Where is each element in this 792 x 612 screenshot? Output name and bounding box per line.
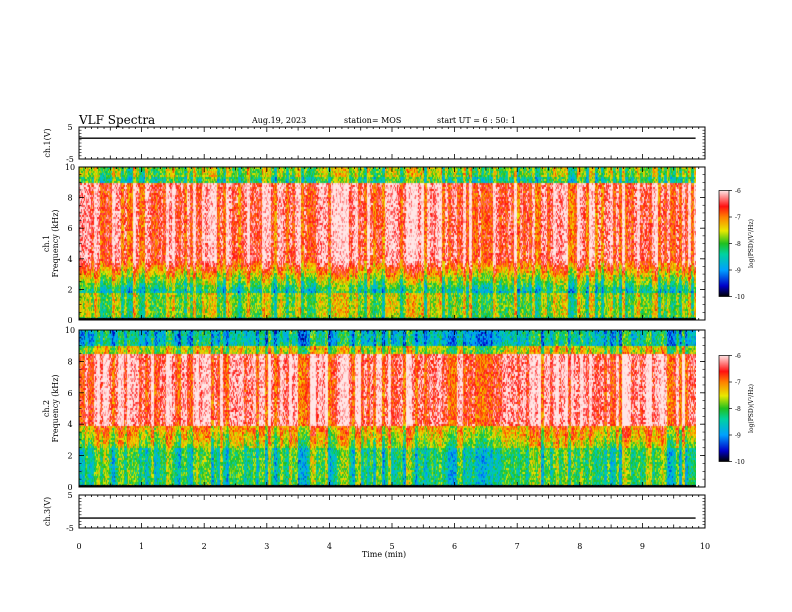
x-tick-label: 8	[577, 542, 582, 551]
y-tick-label: 4	[67, 420, 72, 429]
ylabel-frequency: Frequency (kHz)	[51, 374, 60, 442]
x-tick-label: 1	[139, 542, 144, 551]
colorbar-tick-label: -10	[735, 459, 745, 466]
y-tick-label: 10	[65, 163, 75, 172]
y-tick-label: 5	[67, 491, 72, 500]
station-label: station= MOS	[344, 116, 402, 125]
y-tick-label: -5	[66, 524, 74, 533]
y-tick-label: 4	[67, 255, 72, 264]
colorbar-tick-label: -6	[735, 188, 741, 195]
colorbar-tick-label: -8	[735, 406, 741, 413]
x-tick-label: 10	[700, 542, 710, 551]
x-tick-label: 6	[452, 542, 457, 551]
figure-title: VLF Spectra	[79, 113, 156, 127]
colorbar-tick-label: -8	[735, 241, 741, 248]
start-time-label: start UT = 6 : 50: 1	[437, 116, 516, 125]
ch2-spectrogram-image-raster	[79, 330, 696, 487]
colorbar-label: log(PSD)(V²/Hz)	[748, 219, 755, 268]
y-tick-label: 2	[67, 285, 72, 294]
x-axis-label: Time (min)	[362, 550, 406, 559]
colorbar-tick-label: -6	[735, 353, 741, 360]
ylabel-waveform: ch.3(V)	[43, 497, 52, 526]
colorbar	[718, 190, 730, 297]
x-tick-label: 3	[264, 542, 269, 551]
date-label: Aug.19, 2023	[252, 116, 307, 125]
y-tick-label: 0	[67, 316, 72, 325]
ylabel-frequency: Frequency (kHz)	[51, 209, 60, 277]
colorbar-tick-label: -7	[735, 380, 741, 387]
ylabel-waveform: ch.1(V)	[43, 128, 52, 157]
colorbar-tick-label: -7	[735, 215, 741, 222]
x-tick-label: 0	[76, 542, 81, 551]
x-tick-label: 2	[202, 542, 207, 551]
x-tick-label: 7	[515, 542, 520, 551]
ylabel-channel: ch.1	[42, 235, 51, 252]
colorbar-label: log(PSD)(V²/Hz)	[748, 384, 755, 433]
colorbar-tick-label: -9	[735, 433, 741, 440]
ch2-spectrogram-image	[79, 330, 696, 487]
y-tick-label: -5	[66, 155, 74, 164]
x-tick-label: 5	[389, 542, 394, 551]
y-tick-label: 6	[67, 224, 72, 233]
y-tick-label: 5	[67, 123, 72, 132]
ch1-spectrogram-image-raster	[79, 167, 696, 320]
y-tick-label: 8	[67, 194, 72, 203]
y-tick-label: 6	[67, 389, 72, 398]
y-tick-label: 2	[67, 452, 72, 461]
colorbar	[718, 355, 730, 462]
x-tick-label: 4	[327, 542, 332, 551]
colorbar-tick-label: -10	[735, 294, 745, 301]
x-tick-label: 9	[640, 542, 645, 551]
colorbar-tick-label: -9	[735, 268, 741, 275]
ch1-spectrogram-image	[79, 167, 696, 320]
y-tick-label: 8	[67, 357, 72, 366]
y-tick-label: 0	[67, 483, 72, 492]
y-tick-label: 10	[65, 326, 75, 335]
ylabel-channel: ch.2	[42, 400, 51, 417]
